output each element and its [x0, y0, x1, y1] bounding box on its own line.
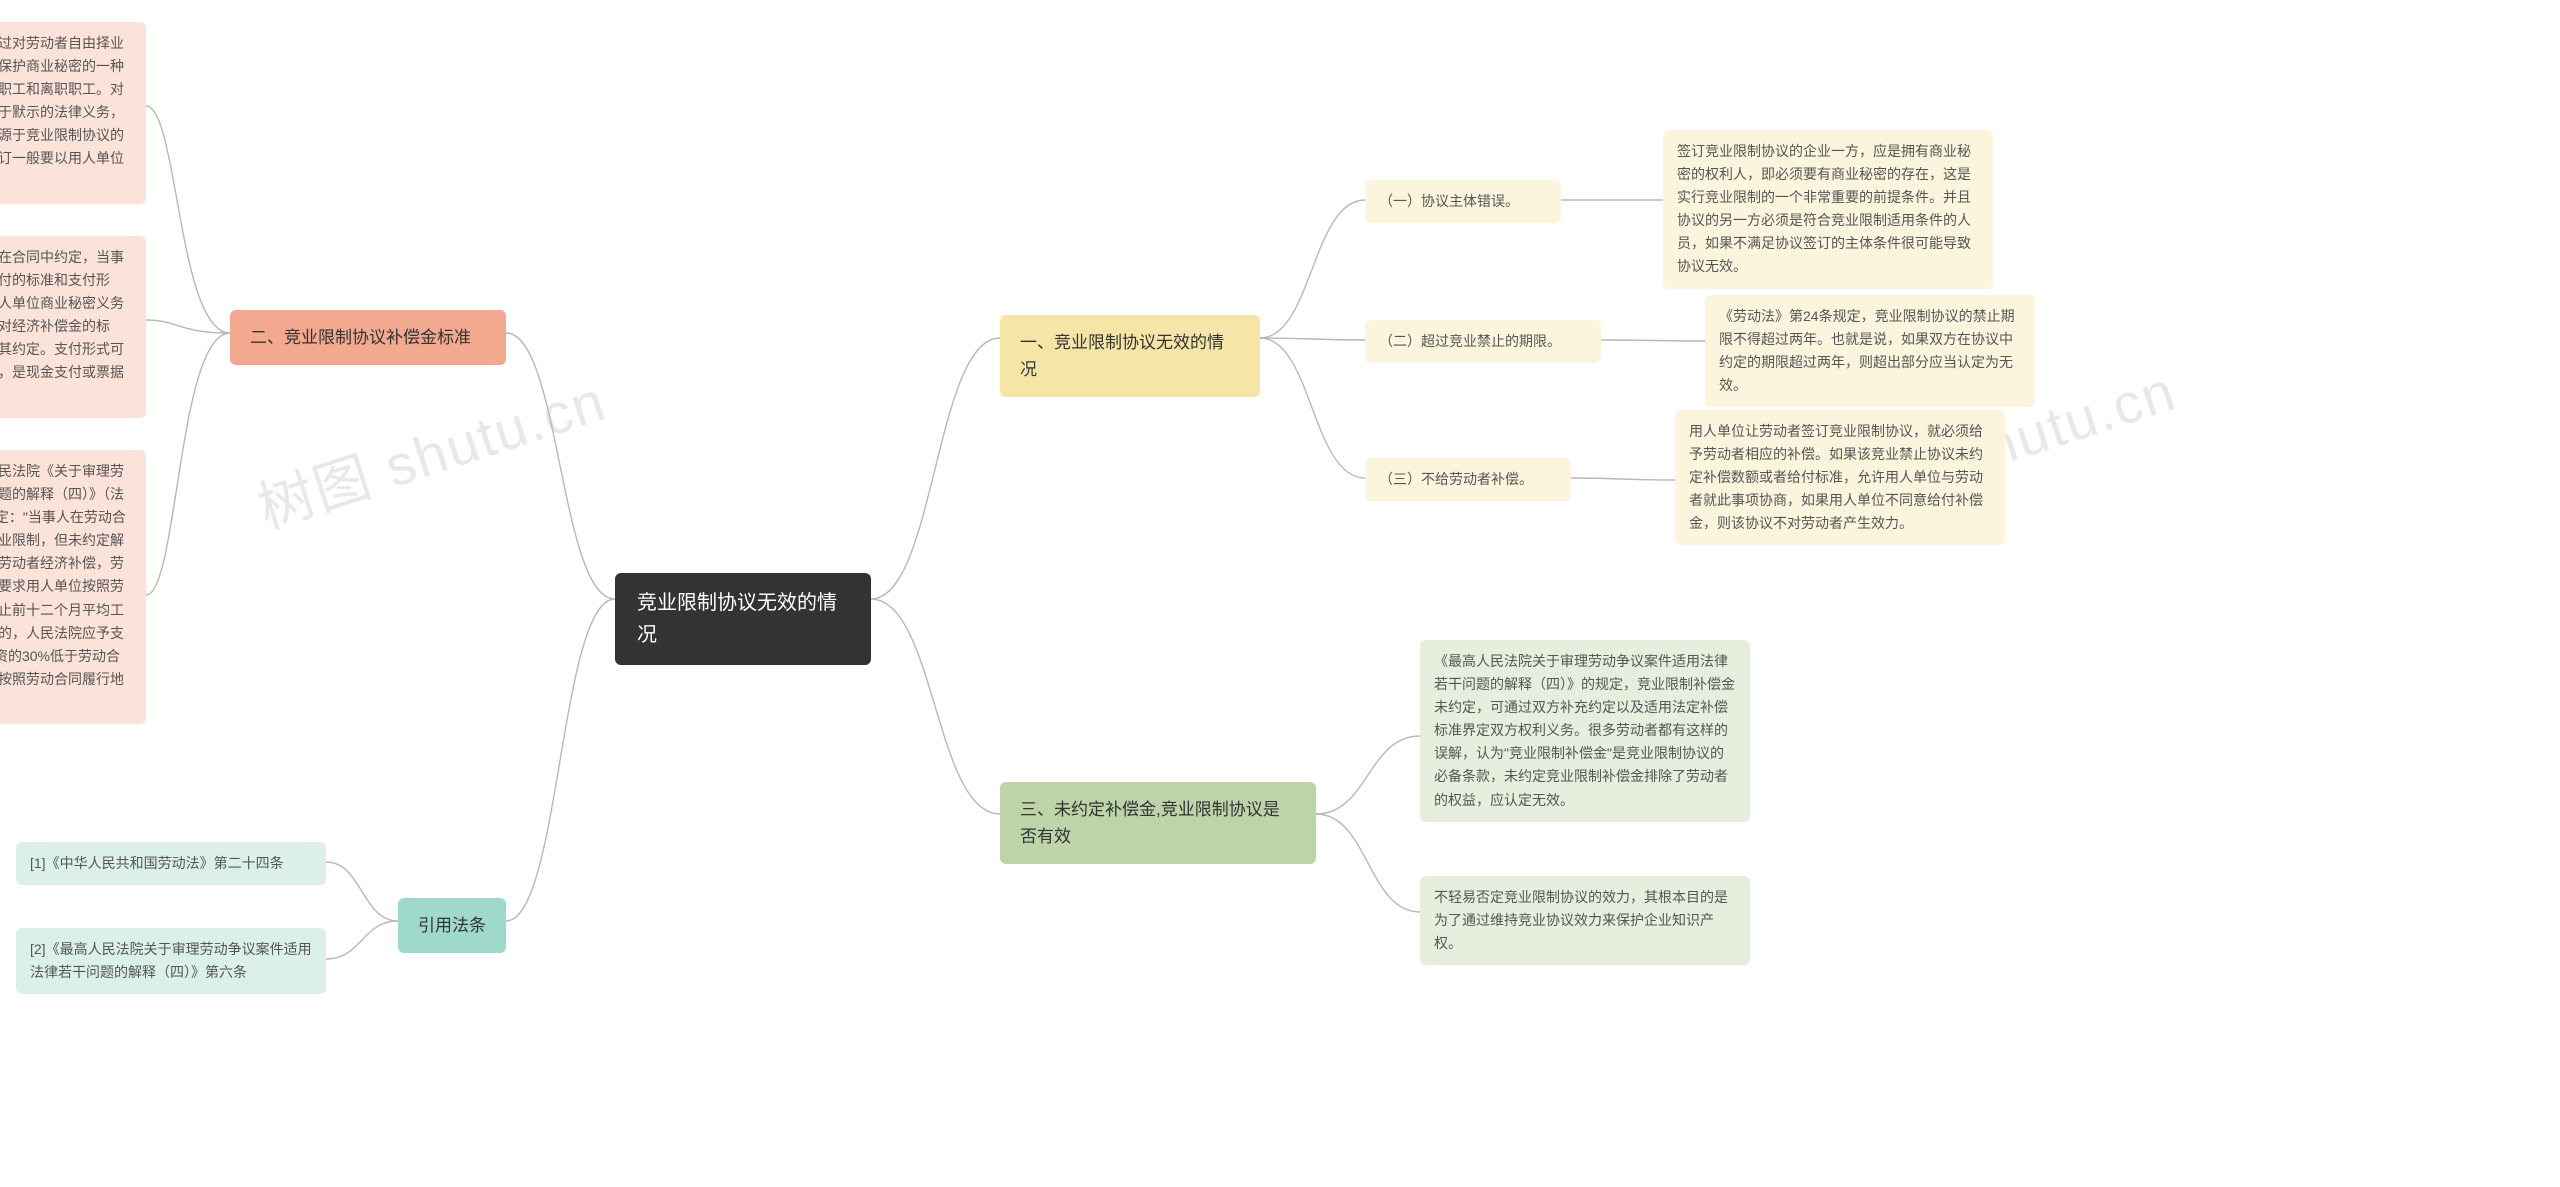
branch-2-child-1: 竞业限制（竞业禁止）是通过对劳动者自由择业权利进行一定程度的制约来保护商业秘密的…: [0, 22, 146, 204]
branch-3: 三、未约定补偿金,竞业限制协议是否有效: [1000, 782, 1316, 864]
branch-2: 二、竞业限制协议补偿金标准: [230, 310, 506, 365]
branch-2-child-3: 合同中没有约定的，最高人民法院《关于审理劳动争议案件适用法律若干问题的解释（四）…: [0, 450, 146, 724]
branch-3-child-2: 不轻易否定竞业限制协议的效力，其根本目的是为了通过维持竞业协议效力来保护企业知识…: [1420, 876, 1750, 965]
branch-1-child-2: （二）超过竞业禁止的期限。: [1365, 320, 1601, 363]
branch-1-child-3-detail: 用人单位让劳动者签订竞业限制协议，就必须给予劳动者相应的补偿。如果该竞业禁止协议…: [1675, 410, 2005, 545]
branch-1-child-3: （三）不给劳动者补偿。: [1365, 458, 1571, 501]
branch-1-child-1-detail: 签订竞业限制协议的企业一方，应是拥有商业秘密的权利人，即必须要有商业秘密的存在，…: [1663, 130, 1993, 289]
connectors-svg: [0, 0, 2560, 1187]
branch-3-child-1: 《最高人民法院关于审理劳动争议案件适用法律若干问题的解释（四）》的规定，竞业限制…: [1420, 640, 1750, 822]
branch-2-child-2: 竞业限制的补偿标准由双方在合同中约定，当事人可以约定是经济补偿金支付的标准和支付…: [0, 236, 146, 418]
branch-1-child-2-detail: 《劳动法》第24条规定，竞业限制协议的禁止期限不得超过两年。也就是说，如果双方在…: [1705, 295, 2035, 407]
branch-1: 一、竞业限制协议无效的情况: [1000, 315, 1260, 397]
root-node: 竞业限制协议无效的情况: [615, 573, 871, 665]
branch-4: 引用法条: [398, 898, 506, 953]
branch-4-child-2: [2]《最高人民法院关于审理劳动争议案件适用法律若干问题的解释（四）》第六条: [16, 928, 326, 994]
branch-4-child-1: [1]《中华人民共和国劳动法》第二十四条: [16, 842, 326, 885]
watermark: 树图 shutu.cn: [246, 356, 615, 545]
branch-1-child-1: （一）协议主体错误。: [1365, 180, 1561, 223]
